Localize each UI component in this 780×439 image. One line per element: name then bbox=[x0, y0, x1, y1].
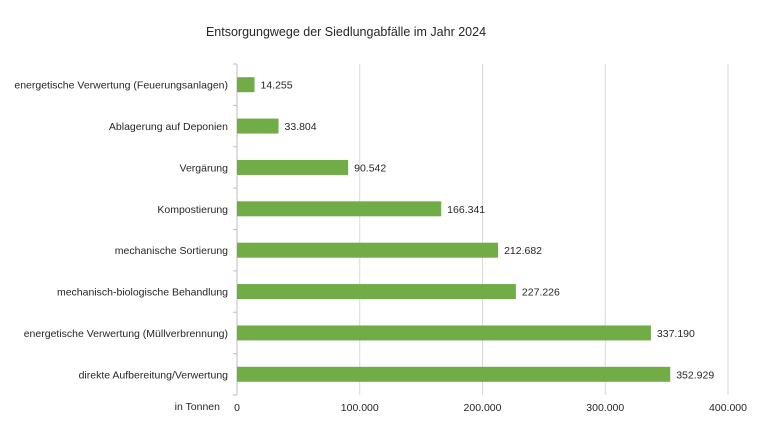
bar bbox=[237, 118, 279, 134]
bar bbox=[237, 284, 516, 300]
bar bbox=[237, 242, 499, 258]
data-label: 352.929 bbox=[676, 369, 714, 381]
category-label: mechanische Sortierung bbox=[115, 245, 228, 257]
category-label: energetische Verwertung (Feuerungsanlage… bbox=[14, 80, 228, 92]
x-tick-label: 0 bbox=[234, 402, 240, 414]
bars: 14.255 33.804 90.542 166.341 212.682 227.226 3… bbox=[237, 77, 714, 382]
data-label: 212.682 bbox=[504, 245, 542, 257]
category-label: energetische Verwertung (Müllverbrennung… bbox=[24, 328, 228, 340]
category-labels: energetische Verwertung (Feuerungsanlage… bbox=[14, 80, 228, 382]
data-label: 14.255 bbox=[260, 80, 292, 92]
category-label: Kompostierung bbox=[157, 204, 228, 216]
bar bbox=[237, 77, 255, 93]
gridlines bbox=[233, 63, 729, 396]
bar bbox=[237, 159, 349, 175]
x-tick-label: 300.000 bbox=[586, 402, 624, 414]
x-tick-label: 400.000 bbox=[709, 402, 747, 414]
x-axis-label: in Tonnen bbox=[175, 401, 221, 413]
category-label: Vergärung bbox=[180, 162, 229, 174]
category-label: Ablagerung auf Deponien bbox=[109, 121, 228, 133]
x-tick-label: 100.000 bbox=[341, 402, 379, 414]
data-label: 337.190 bbox=[657, 328, 695, 340]
data-label: 227.226 bbox=[522, 287, 560, 299]
data-label: 90.542 bbox=[354, 162, 386, 174]
bar bbox=[237, 325, 651, 341]
bar bbox=[237, 366, 671, 382]
x-tick-label: 200.000 bbox=[464, 402, 502, 414]
category-label: mechanisch-biologische Behandlung bbox=[57, 287, 228, 299]
chart-title: Entsorgungwege der Siedlungabfälle im Ja… bbox=[206, 25, 486, 39]
bar bbox=[237, 201, 442, 217]
category-label: direkte Aufbereitung/Verwertung bbox=[79, 369, 229, 381]
x-tick-labels: 0 100.000 200.000 300.000 400.000 bbox=[234, 402, 747, 414]
data-label: 166.341 bbox=[447, 204, 485, 216]
data-label: 33.804 bbox=[284, 121, 316, 133]
